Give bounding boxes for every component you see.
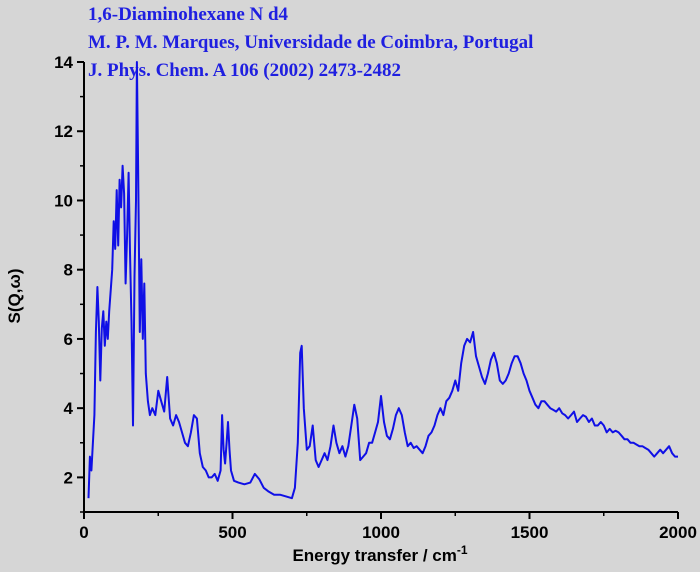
y-tick-label: 10 xyxy=(54,191,73,210)
y-tick-label: 8 xyxy=(64,261,73,280)
x-tick-label: 0 xyxy=(79,523,88,542)
chart-title: 1,6-Diaminohexane N d4 M. P. M. Marques,… xyxy=(88,4,533,81)
x-tick-label: 2000 xyxy=(659,523,697,542)
y-tick-label: 6 xyxy=(64,330,73,349)
x-axis-label-text: Energy transfer / cm xyxy=(292,546,456,565)
y-tick-label: 12 xyxy=(54,122,73,141)
series-line xyxy=(87,61,678,500)
x-tick-label: 1500 xyxy=(511,523,549,542)
x-axis-ticks: 0 500 1000 1500 2000 xyxy=(79,512,697,542)
x-axis-label: Energy transfer / cm-1 xyxy=(292,543,467,565)
title-line-3: J. Phys. Chem. A 106 (2002) 2473-2482 xyxy=(88,60,401,81)
x-axis-label-superscript: -1 xyxy=(457,543,468,557)
x-tick-label: 500 xyxy=(218,523,246,542)
y-tick-label: 14 xyxy=(54,53,73,72)
title-line-2: M. P. M. Marques, Universidade de Coimbr… xyxy=(88,32,533,53)
y-tick-label: 4 xyxy=(64,399,74,418)
title-line-1: 1,6-Diaminohexane N d4 xyxy=(88,4,289,25)
y-tick-label: 2 xyxy=(64,468,73,487)
plot-axes xyxy=(83,62,678,513)
y-axis-label: S(Q,ω) xyxy=(5,269,24,324)
y-axis-ticks: 2 4 6 8 10 12 14 xyxy=(54,53,84,513)
x-tick-label: 1000 xyxy=(362,523,400,542)
